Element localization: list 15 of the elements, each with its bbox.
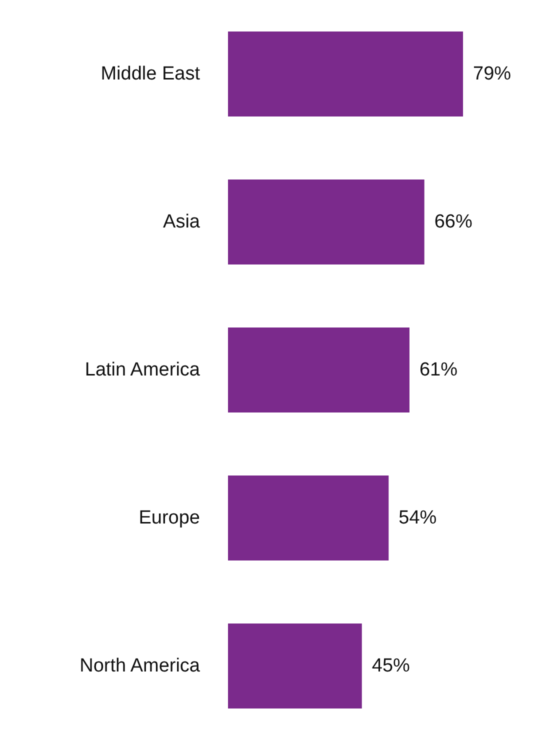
y-tick-label: Asia <box>163 212 200 232</box>
y-tick-label: Europe <box>138 508 200 528</box>
bar <box>228 624 362 708</box>
y-tick-label: North America <box>80 656 200 676</box>
data-label: 61% <box>419 360 458 380</box>
data-label: 79% <box>473 64 512 84</box>
y-tick-label: Middle East <box>100 64 201 84</box>
bar <box>228 328 410 412</box>
data-label: 45% <box>372 656 410 676</box>
y-tick-label: Latin America <box>84 360 200 380</box>
data-label: 66% <box>434 212 472 232</box>
bar <box>228 32 464 116</box>
data-label: 54% <box>398 508 437 528</box>
bar <box>228 180 424 264</box>
bar <box>228 476 389 560</box>
